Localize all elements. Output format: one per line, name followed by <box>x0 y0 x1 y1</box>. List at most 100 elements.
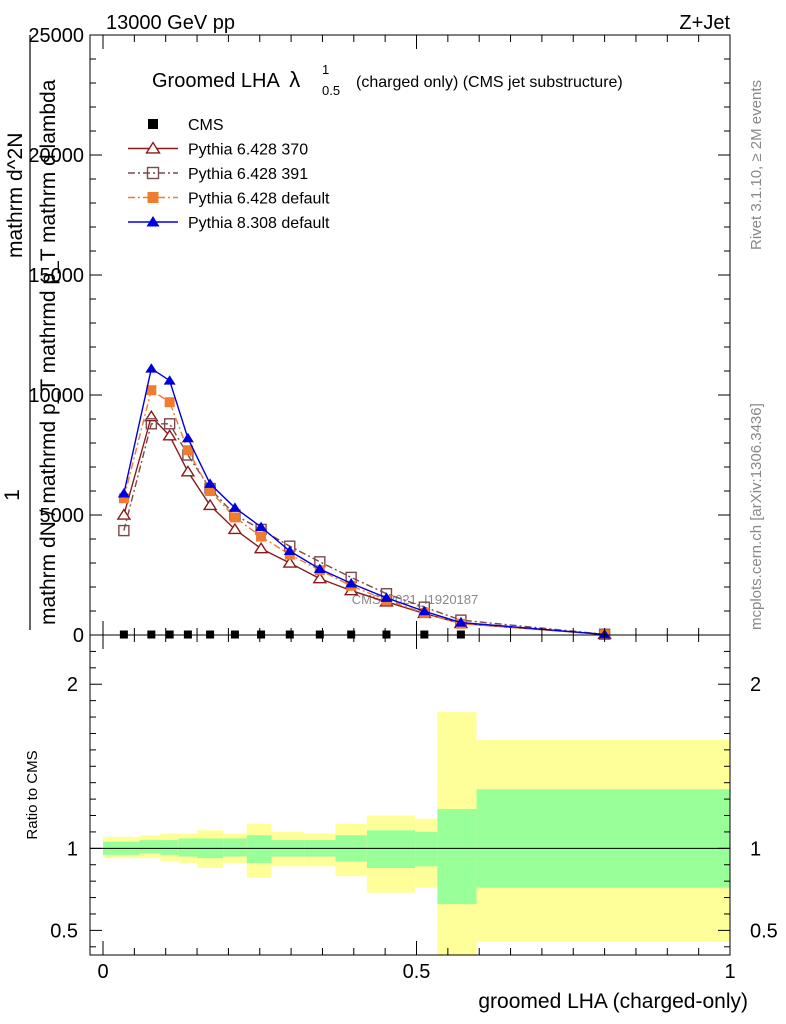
main-y-tick-label: 20000 <box>28 145 84 167</box>
data-point <box>202 498 218 511</box>
data-point <box>148 119 158 129</box>
ratio-y-axis: 0.5 0.5 1 1 2 2 <box>50 650 778 948</box>
legend-entry: Pythia 6.428 370 <box>128 141 308 159</box>
legend-label: Pythia 6.428 370 <box>188 142 308 159</box>
chart-title: Groomed LHA λ <box>152 67 300 92</box>
ratio-y-tick-label-right: 2 <box>750 674 761 696</box>
data-point <box>229 512 240 523</box>
ratio-band-inner <box>160 840 179 855</box>
data-point <box>380 592 393 602</box>
ratio-y-tick-label: 2 <box>67 674 78 696</box>
data-point <box>227 522 243 535</box>
series-line <box>123 415 605 636</box>
x-tick-label: 0.5 <box>403 961 431 983</box>
x-axis-label: groomed LHA (charged-only) <box>478 990 748 1013</box>
legend-entry: Pythia 6.428 default <box>128 191 330 208</box>
data-point <box>116 508 132 520</box>
data-point <box>147 192 159 203</box>
legend-entry: Pythia 8.308 default <box>128 215 330 232</box>
data-point <box>145 363 158 373</box>
data-point <box>182 445 193 456</box>
x-tick-label: 0 <box>97 961 108 983</box>
main-frame <box>89 34 731 636</box>
data-point <box>345 578 358 588</box>
ratio-y-tick-label-right: 1 <box>750 838 761 860</box>
data-point <box>118 493 129 504</box>
ratio-frame <box>89 634 731 956</box>
data-point <box>312 571 328 584</box>
ratio-band-inner <box>415 831 438 867</box>
chart-title-text: Groomed LHA <box>152 70 280 92</box>
main-y-tick-label: 15000 <box>28 265 84 287</box>
ratio-band-inner <box>437 808 477 905</box>
chart-title-symbol: λ <box>289 67 300 92</box>
ratio-panel: 0.5 0.51 12 2 0 0.5 1 Ratio to CMS groomed LH… <box>24 35 778 1013</box>
main-ylabel-numerator: 1 <box>1 489 24 501</box>
data-point <box>164 397 175 408</box>
data-point <box>313 563 326 574</box>
legend-label: Pythia 8.308 default <box>188 215 330 232</box>
data-point <box>146 385 157 396</box>
main-y-label: 1 mathrm dN / mathrmd p_T mathrmd p_T ma… <box>1 35 60 630</box>
chart-title-suffix: (charged only) (CMS jet substructure) <box>356 74 623 91</box>
chart-title-sub: 0.5 <box>322 83 340 98</box>
data-point <box>205 486 216 496</box>
data-point <box>282 556 298 568</box>
main-ylabel-denominator: mathrm dN / mathrmd p_T mathrmd p_T math… <box>37 79 60 625</box>
legend-label: Pythia 6.428 default <box>188 191 330 208</box>
main-y-tick-label: 25000 <box>28 25 84 47</box>
data-point <box>145 141 161 154</box>
series-line <box>123 389 605 636</box>
main-y-tick-label: 10000 <box>28 385 84 407</box>
chart-title-sup: 1 <box>322 62 329 77</box>
series-line <box>123 423 605 635</box>
process-label: Z+Jet <box>679 12 730 34</box>
data-point <box>118 524 130 537</box>
ratio-y-tick-label-right: 0.5 <box>750 920 778 942</box>
data-point <box>163 375 176 385</box>
main-ylabel-top: mathrm d^2N <box>4 133 27 258</box>
data-point <box>163 418 176 430</box>
data-point <box>418 605 431 616</box>
data-point <box>256 531 267 542</box>
ratio-band-inner <box>178 838 198 857</box>
legend: CMS Pythia 6.428 370 Pythia 6.428 391 Pythi… <box>128 117 330 232</box>
legend-label: CMS <box>188 117 224 134</box>
data-point <box>162 429 177 441</box>
energy-label: 13000 GeV pp <box>106 12 235 34</box>
data-point <box>181 432 194 443</box>
data-point <box>255 521 268 532</box>
ratio-band-inner <box>366 830 416 869</box>
legend-entry: Pythia 6.428 391 <box>128 166 308 183</box>
legend-entry: CMS <box>148 117 224 134</box>
legend-label: Pythia 6.428 391 <box>188 166 308 183</box>
x-tick-label: 1 <box>724 961 735 983</box>
data-point <box>146 216 160 227</box>
main-y-axis: 0 5000 10000 15000 20000 25000 <box>28 25 730 647</box>
main-y-tick-label: 5000 <box>40 505 85 527</box>
data-point <box>117 488 130 498</box>
ratio-y-tick-label: 0.5 <box>50 920 78 942</box>
ratio-ylabel: Ratio to CMS <box>24 750 41 839</box>
ratio-band-inner <box>139 840 161 854</box>
data-point <box>283 545 296 556</box>
series-line <box>123 367 605 636</box>
data-point <box>228 502 241 512</box>
ratio-y-tick-label: 1 <box>67 838 78 860</box>
ratio-band-inner <box>246 835 272 864</box>
data-point <box>253 541 269 554</box>
ratio-bands <box>103 712 730 955</box>
data-point <box>145 418 158 430</box>
mcplots-label: mcplots.cern.ch [arXiv:1306.3436] <box>748 403 765 630</box>
ratio-band-inner <box>223 838 247 857</box>
ratio-band-inner <box>476 789 730 888</box>
data-point <box>204 478 217 488</box>
main-y-tick-label: 0 <box>73 625 84 647</box>
data-point <box>180 465 196 477</box>
data-point <box>454 617 467 627</box>
data-point <box>146 166 160 180</box>
rivet-label: Rivet 3.1.10, ≥ 2M events <box>748 80 765 250</box>
x-axis: 0 0.5 1 <box>97 35 736 983</box>
